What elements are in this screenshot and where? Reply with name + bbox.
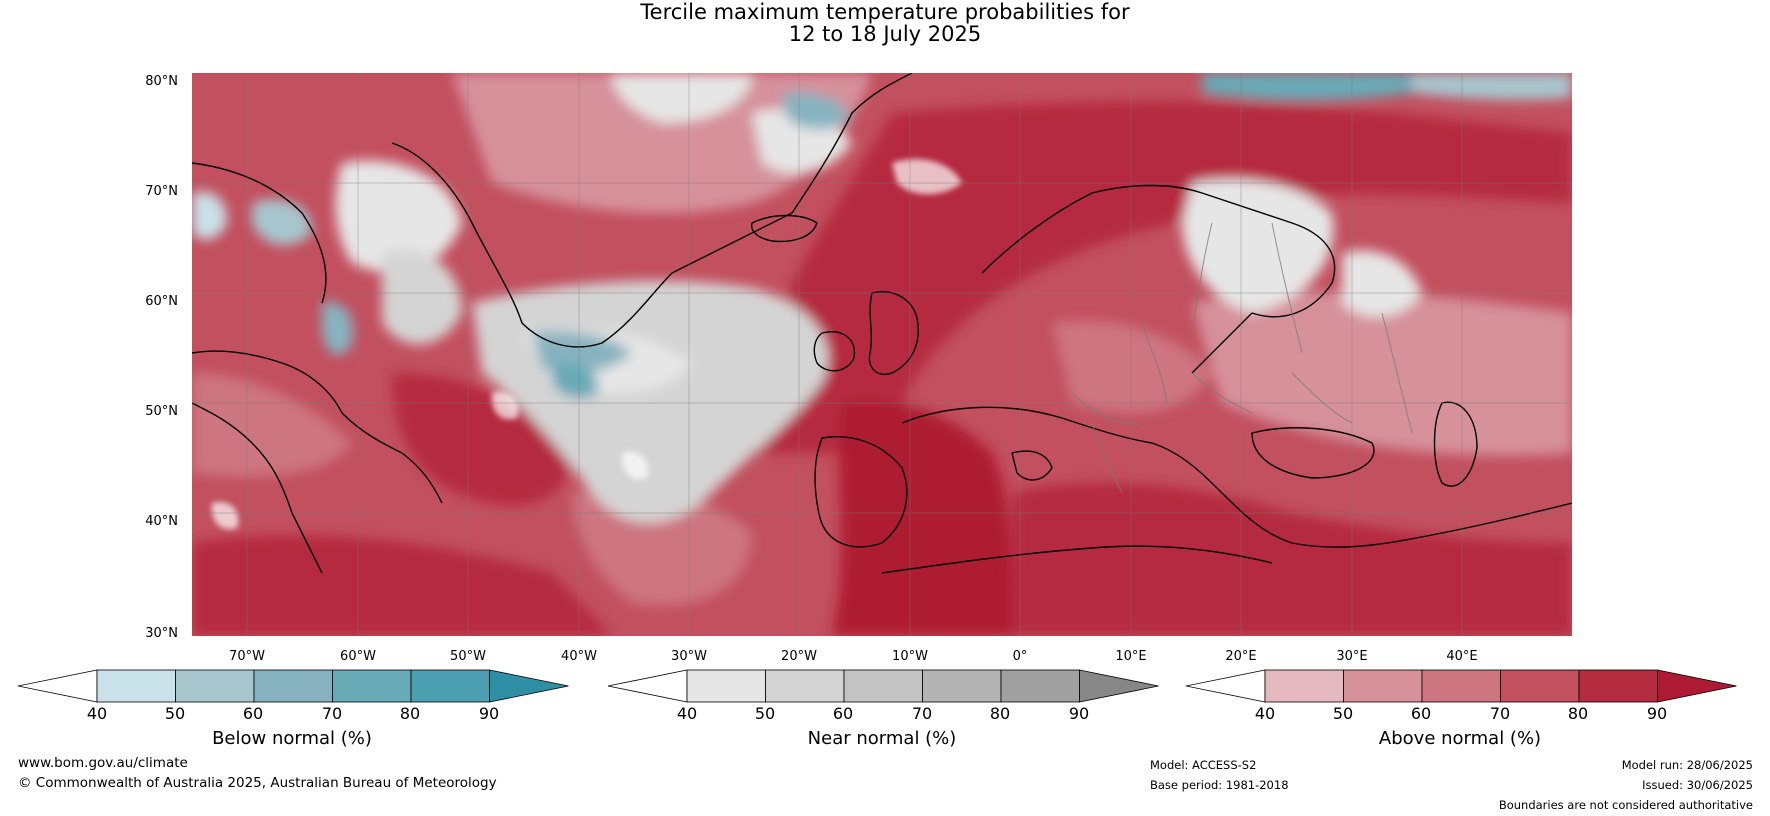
map-title-line1: Tercile maximum temperature probabilitie… — [640, 0, 1130, 24]
map-title-line2: 12 to 18 July 2025 — [788, 22, 982, 46]
cb2-tick-90: 90 — [1646, 704, 1668, 723]
colorbar-swatch — [1421, 669, 1501, 703]
cb2-tick-50: 50 — [1332, 704, 1354, 723]
lon-label-30w: 30°W — [671, 649, 707, 664]
footer-model: Model: ACCESS-S2 — [1150, 758, 1257, 772]
colorbar-arrow-high — [1079, 669, 1159, 703]
cb0-tick-40: 40 — [86, 704, 108, 723]
lat-label-50n: 50°N — [145, 404, 178, 419]
lon-label-40w: 40°W — [561, 649, 597, 664]
cb1-tick-60: 60 — [832, 704, 854, 723]
colorbar-below-normal — [18, 668, 570, 704]
cb2-tick-40: 40 — [1254, 704, 1276, 723]
colorbar-below-normal-label: Below normal (%) — [212, 728, 372, 749]
colorbar-arrow-low — [18, 669, 98, 703]
lon-label-60w: 60°W — [340, 649, 376, 664]
footer-issued: Issued: 30/06/2025 — [1642, 778, 1753, 792]
lon-label-50w: 50°W — [450, 649, 486, 664]
colorbar-above-normal — [1186, 668, 1738, 704]
colorbar-below-normal-swatches — [18, 669, 569, 703]
lon-label-30e: 30°E — [1336, 649, 1368, 664]
colorbar-above-normal-label: Above normal (%) — [1378, 728, 1542, 749]
cb1-tick-70: 70 — [911, 704, 933, 723]
footer-disclaimer: Boundaries are not considered authoritat… — [1498, 798, 1753, 812]
cb2-tick-70: 70 — [1489, 704, 1511, 723]
colorbar-swatch — [765, 669, 845, 703]
lon-label-70w: 70°W — [229, 649, 265, 664]
lon-label-10w: 10°W — [892, 649, 928, 664]
map-graticule — [192, 73, 1572, 636]
lon-label-20e: 20°E — [1225, 649, 1257, 664]
colorbar-swatch — [1264, 669, 1344, 703]
lat-label-80n: 80°N — [145, 74, 178, 89]
colorbar-swatch — [253, 669, 333, 703]
lat-label-70n: 70°N — [145, 184, 178, 199]
cb1-tick-90: 90 — [1068, 704, 1090, 723]
cb1-tick-80: 80 — [989, 704, 1011, 723]
footer-website: www.bom.gov.au/climate — [18, 755, 188, 771]
colorbar-swatch — [843, 669, 923, 703]
colorbar-swatch — [96, 669, 176, 703]
colorbar-swatch — [922, 669, 1002, 703]
colorbar-above-normal-swatches — [1186, 669, 1737, 703]
footer-model-run: Model run: 28/06/2025 — [1621, 758, 1753, 772]
colorbar-arrow-high — [489, 669, 569, 703]
colorbar-swatch — [686, 669, 766, 703]
lon-label-40e: 40°E — [1446, 649, 1478, 664]
colorbar-arrow-low — [1186, 669, 1266, 703]
colorbar-near-normal — [608, 668, 1160, 704]
probability-map — [192, 73, 1572, 636]
lon-label-0: 0° — [1012, 649, 1028, 664]
colorbar-arrow-high — [1657, 669, 1737, 703]
colorbar-swatch — [332, 669, 412, 703]
colorbar-swatch — [1500, 669, 1580, 703]
lon-label-20w: 20°W — [781, 649, 817, 664]
colorbar-near-normal-swatches — [608, 669, 1159, 703]
cb0-tick-50: 50 — [164, 704, 186, 723]
cb2-tick-80: 80 — [1567, 704, 1589, 723]
cb1-tick-40: 40 — [676, 704, 698, 723]
cb0-tick-60: 60 — [242, 704, 264, 723]
colorbar-swatch — [1343, 669, 1423, 703]
cb2-tick-60: 60 — [1410, 704, 1432, 723]
footer-base-period: Base period: 1981-2018 — [1150, 778, 1289, 792]
lon-label-10e: 10°E — [1115, 649, 1147, 664]
footer-copyright: © Commonwealth of Australia 2025, Austra… — [18, 775, 497, 791]
cb0-tick-90: 90 — [478, 704, 500, 723]
colorbar-arrow-low — [608, 669, 688, 703]
colorbar-swatch — [175, 669, 255, 703]
cb0-tick-80: 80 — [399, 704, 421, 723]
lat-label-30n: 30°N — [145, 626, 178, 641]
lat-label-60n: 60°N — [145, 294, 178, 309]
cb1-tick-50: 50 — [754, 704, 776, 723]
cb0-tick-70: 70 — [321, 704, 343, 723]
colorbar-swatch — [1578, 669, 1658, 703]
colorbar-swatch — [1000, 669, 1080, 703]
colorbar-near-normal-label: Near normal (%) — [807, 728, 957, 749]
lat-label-40n: 40°N — [145, 514, 178, 529]
colorbar-swatch — [410, 669, 490, 703]
